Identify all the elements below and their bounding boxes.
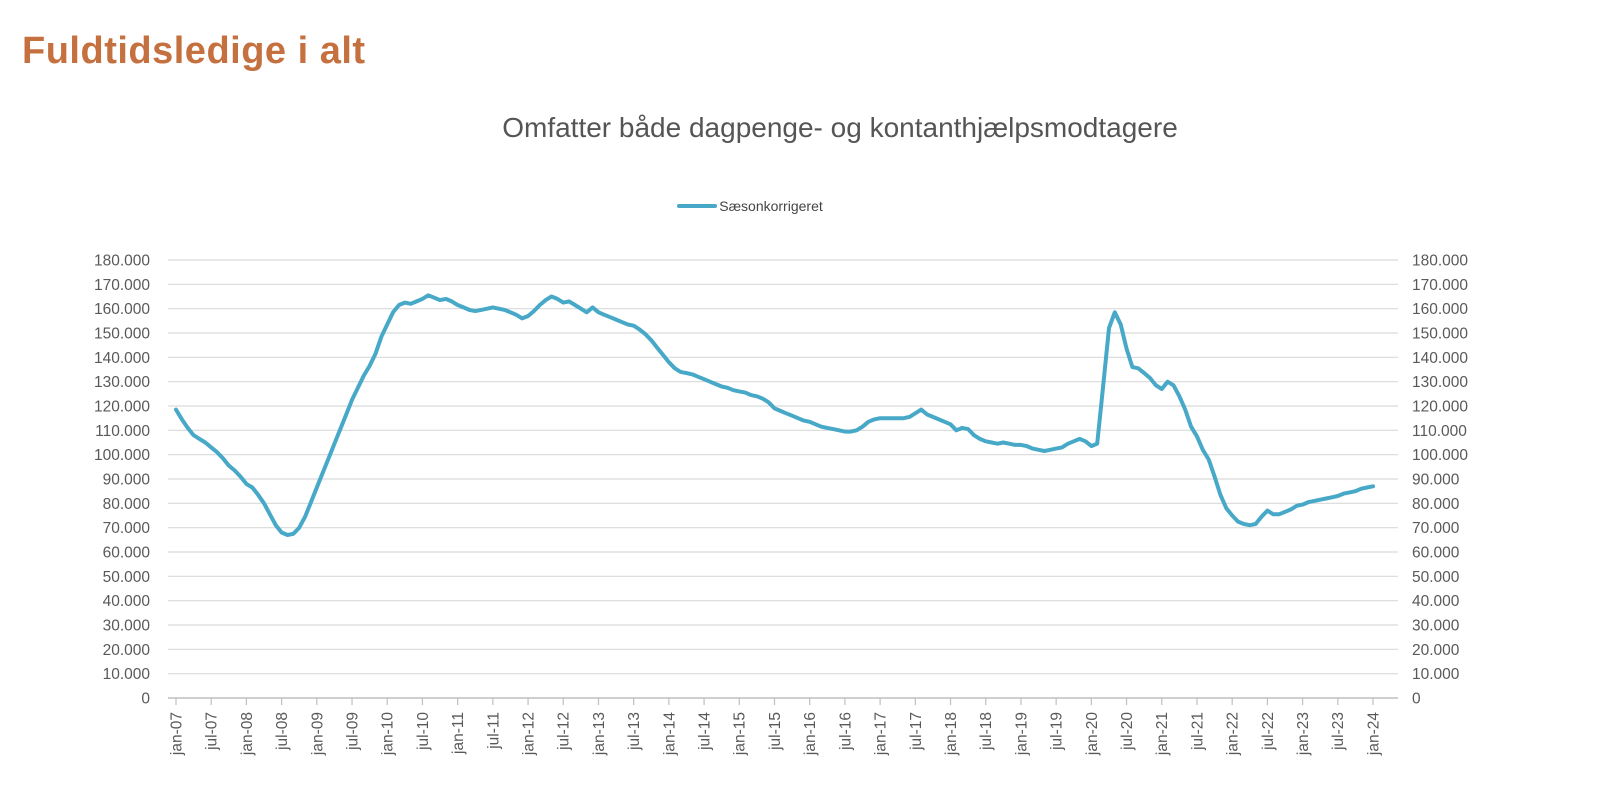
series-line-saesonkorrigeret — [174, 293, 1375, 537]
y-tick-label-left: 60.000 — [103, 544, 151, 561]
x-tick-label: jul-07 — [204, 712, 221, 751]
y-tick-label-left: 120.000 — [94, 398, 150, 415]
legend: Sæsonkorrigeret — [0, 198, 1500, 214]
x-tick-label: jan-18 — [943, 712, 960, 756]
x-tick-label: jul-17 — [908, 712, 925, 751]
y-tick-label-right: 140.000 — [1412, 350, 1468, 367]
page-title: Fuldtidsledige i alt — [22, 30, 366, 72]
y-tick-label-left: 150.000 — [94, 325, 150, 342]
y-tick-label-right: 130.000 — [1412, 374, 1468, 391]
y-tick-label-right: 20.000 — [1412, 642, 1460, 659]
legend-label: Sæsonkorrigeret — [719, 198, 823, 214]
y-tick-label-right: 90.000 — [1412, 471, 1460, 488]
x-tick-label: jul-23 — [1330, 712, 1347, 751]
x-tick-label: jul-19 — [1049, 712, 1066, 751]
x-tick-label: jul-21 — [1189, 712, 1206, 751]
x-tick-label: jan-11 — [450, 712, 467, 755]
x-tick-label: jul-22 — [1260, 712, 1277, 751]
y-tick-label-left: 180.000 — [94, 252, 150, 269]
y-tick-label-left: 110.000 — [95, 423, 150, 440]
x-tick-label: jul-08 — [274, 712, 291, 751]
x-tick-label: jul-16 — [837, 712, 854, 751]
chart-title: Omfatter både dagpenge- og kontanthjælps… — [502, 112, 1178, 143]
x-tick-label: jan-16 — [802, 712, 819, 756]
x-tick-label: jul-10 — [415, 712, 432, 751]
y-tick-label-left: 20.000 — [103, 642, 151, 659]
y-tick-label-right: 160.000 — [1412, 301, 1468, 318]
y-tick-label-right: 170.000 — [1412, 277, 1468, 294]
y-tick-label-right: 40.000 — [1412, 593, 1460, 610]
y-tick-label-left: 40.000 — [103, 593, 151, 610]
x-tick-label: jan-23 — [1295, 712, 1312, 756]
y-tick-label-left: 170.000 — [94, 277, 150, 294]
y-tick-label-right: 60.000 — [1412, 544, 1460, 561]
y-tick-label-left: 70.000 — [103, 520, 151, 537]
x-tick-label: jan-12 — [520, 712, 537, 756]
y-tick-label-right: 120.000 — [1412, 398, 1468, 415]
x-tick-label: jul-11 — [485, 712, 502, 750]
y-tick-label-right: 80.000 — [1412, 496, 1460, 513]
y-tick-label-right: 10.000 — [1412, 666, 1460, 683]
x-tick-label: jan-10 — [380, 712, 397, 756]
y-tick-label-right: 70.000 — [1412, 520, 1460, 537]
y-tick-label-right: 50.000 — [1412, 569, 1460, 586]
x-tick-label: jan-13 — [591, 712, 608, 756]
y-tick-label-left: 130.000 — [94, 374, 150, 391]
x-tick-label: jan-07 — [168, 712, 185, 756]
y-tick-label-left: 50.000 — [103, 569, 151, 586]
y-tick-label-left: 100.000 — [94, 447, 150, 464]
x-tick-label: jul-13 — [626, 712, 643, 751]
x-tick-label: jan-19 — [1013, 712, 1030, 756]
x-tick-label: jul-15 — [767, 712, 784, 751]
legend-line-marker — [677, 204, 718, 208]
y-tick-label-left: 160.000 — [94, 301, 150, 318]
x-tick-label: jan-20 — [1084, 712, 1101, 756]
x-tick-label: jul-14 — [697, 712, 714, 751]
x-tick-label: jan-21 — [1154, 712, 1171, 756]
x-tick-label: jan-17 — [873, 712, 890, 756]
x-tick-label: jul-20 — [1119, 712, 1136, 751]
y-tick-label-right: 30.000 — [1412, 617, 1460, 634]
x-tick-label: jan-22 — [1225, 712, 1242, 756]
y-tick-label-right: 180.000 — [1412, 252, 1468, 269]
x-tick-label: jan-15 — [732, 712, 749, 756]
y-tick-label-right: 150.000 — [1412, 325, 1468, 342]
y-tick-label-left: 140.000 — [94, 350, 150, 367]
x-tick-label: jan-08 — [239, 712, 256, 756]
y-tick-label-right: 0 — [1412, 690, 1421, 707]
y-tick-label-left: 30.000 — [103, 617, 151, 634]
y-tick-label-right: 110.000 — [1412, 423, 1467, 440]
y-tick-label-left: 80.000 — [103, 496, 151, 513]
y-tick-label-right: 100.000 — [1412, 447, 1468, 464]
x-tick-label: jan-24 — [1365, 712, 1382, 756]
x-tick-label: jul-12 — [556, 712, 573, 751]
y-tick-label-left: 90.000 — [103, 471, 151, 488]
x-tick-label: jan-09 — [309, 712, 326, 756]
y-tick-label-left: 10.000 — [103, 666, 151, 683]
x-tick-label: jul-09 — [344, 712, 361, 751]
x-tick-label: jan-14 — [661, 712, 678, 756]
y-tick-label-left: 0 — [141, 690, 150, 707]
x-tick-label: jul-18 — [978, 712, 995, 751]
